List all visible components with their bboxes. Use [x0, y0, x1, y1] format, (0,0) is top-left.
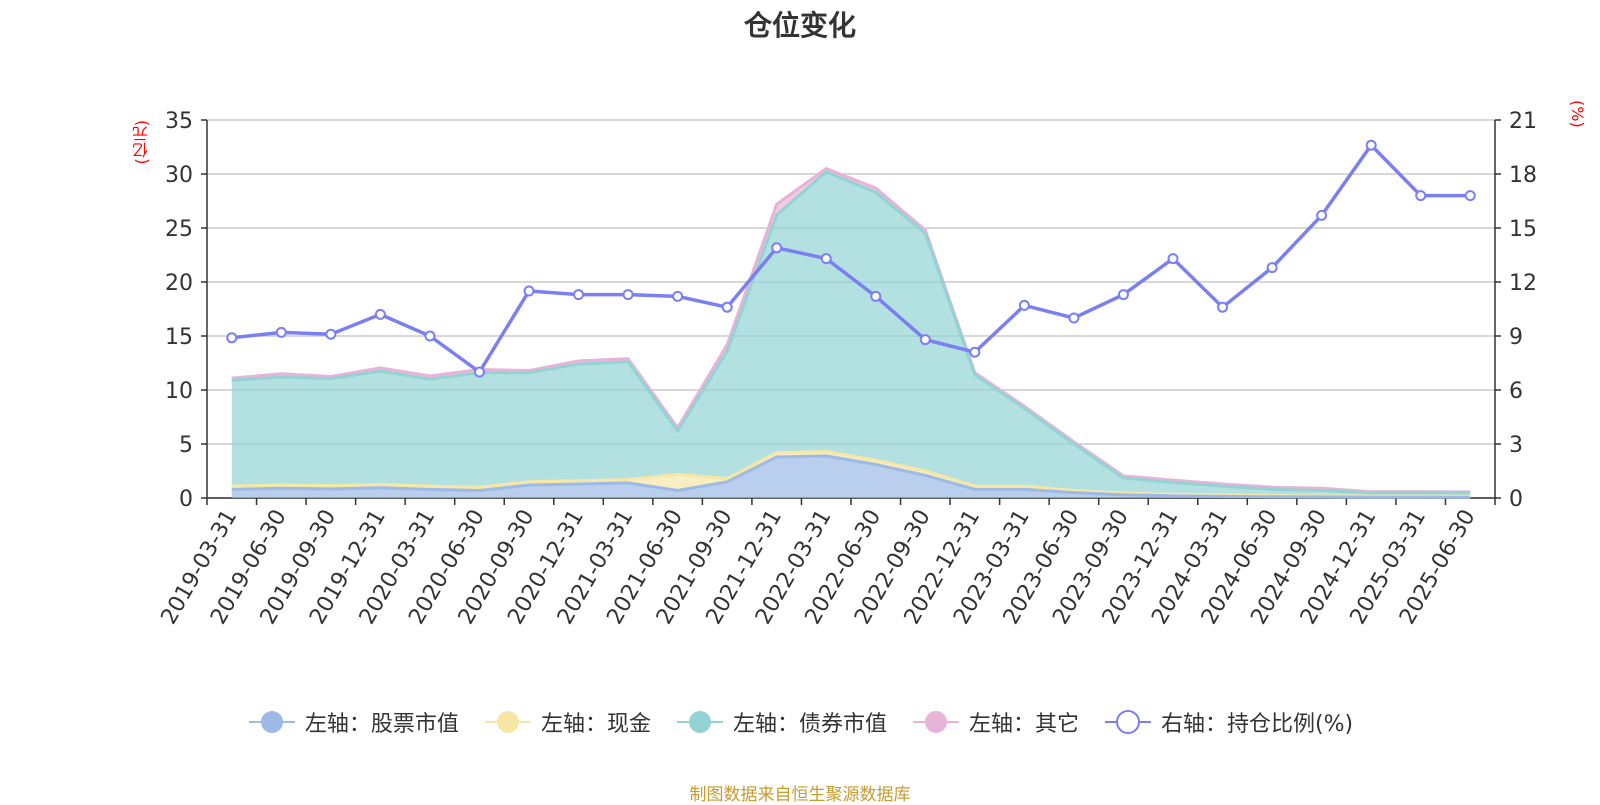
- right-tick-label: 6: [1509, 379, 1523, 404]
- ratio-point: [1365, 139, 1377, 151]
- position-chart: 051015202530350369121518212019-03-312019…: [157, 109, 1537, 629]
- left-tick-label: 25: [165, 217, 193, 242]
- stock-legend-icon: [248, 711, 295, 733]
- right-tick-label: 21: [1509, 109, 1537, 134]
- ratio-point: [1068, 312, 1080, 324]
- legend-item-cash[interactable]: 左轴：现金: [483, 706, 651, 738]
- ratio-point: [919, 334, 931, 346]
- left-tick-label: 20: [165, 271, 193, 296]
- bond-area: [231, 171, 1471, 497]
- ratio-point: [1415, 190, 1427, 202]
- right-tick-label: 15: [1509, 217, 1537, 242]
- left-tick-label: 30: [165, 163, 193, 188]
- ratio-point: [1316, 209, 1328, 221]
- legend-label-cash: 左轴：现金: [540, 712, 651, 737]
- bond-legend-icon: [676, 711, 723, 733]
- legend-item-ratio[interactable]: 右轴：持仓比例(%): [1103, 706, 1353, 738]
- stock-area-line: [231, 454, 1471, 499]
- ratio-point: [473, 366, 485, 378]
- ratio-point: [870, 290, 882, 302]
- ratio-point: [672, 290, 684, 302]
- legend-label-ratio: 右轴：持仓比例(%): [1160, 712, 1354, 737]
- cash-legend-icon: [484, 711, 531, 733]
- ratio-point: [1117, 289, 1129, 301]
- right-axis-unit: (%): [1568, 100, 1587, 128]
- left-tick-label: 5: [179, 433, 193, 458]
- left-tick-label: 10: [165, 379, 193, 404]
- ratio-line: [231, 142, 1471, 375]
- legend-label-stock: 左轴：股票市值: [304, 712, 459, 737]
- ratio-point: [1464, 190, 1476, 202]
- left-tick-label: 0: [179, 487, 193, 512]
- left-tick-label: 15: [165, 325, 193, 350]
- chart-title: 仓位变化: [743, 9, 856, 42]
- bond-area-line: [231, 170, 1471, 495]
- ratio-point: [325, 328, 337, 340]
- left-tick-label: 35: [165, 109, 193, 134]
- legend-item-bond[interactable]: 左轴：债券市值: [675, 706, 887, 738]
- ratio-point: [969, 346, 981, 358]
- ratio-point: [374, 308, 386, 320]
- right-tick-label: 9: [1509, 325, 1523, 350]
- ratio-point: [1167, 253, 1179, 265]
- ratio-point: [721, 301, 733, 313]
- data-source-note: 制图数据来自恒生聚源数据库: [689, 785, 911, 805]
- legend-item-stock[interactable]: 左轴：股票市值: [247, 706, 459, 738]
- right-tick-label: 3: [1509, 433, 1523, 458]
- legend-label-other: 左轴：其它: [968, 712, 1079, 737]
- other-legend-icon: [912, 711, 959, 733]
- ratio-point: [523, 285, 535, 297]
- legend-item-other[interactable]: 左轴：其它: [911, 706, 1079, 738]
- ratio-point: [1266, 262, 1278, 274]
- ratio-point: [1018, 299, 1030, 311]
- ratio-point: [226, 332, 238, 344]
- stock-area: [231, 455, 1471, 498]
- legend-label-bond: 左轴：债券市值: [732, 712, 887, 737]
- ratio-point: [275, 326, 287, 338]
- ratio-legend-icon: [1104, 710, 1151, 734]
- ratio-point: [1217, 301, 1229, 313]
- legend: 左轴：股票市值 左轴：现金 左轴：债券市值 左轴：其它 右轴：持仓比例(%): [0, 706, 1600, 738]
- other-area-line: [231, 166, 1471, 494]
- right-tick-label: 12: [1509, 271, 1537, 296]
- ratio-point: [573, 289, 585, 301]
- ratio-point: [622, 289, 634, 301]
- right-tick-label: 18: [1509, 163, 1537, 188]
- ratio-point: [820, 253, 832, 265]
- right-tick-label: 0: [1509, 487, 1523, 512]
- ratio-point: [424, 330, 436, 342]
- ratio-point: [771, 242, 783, 254]
